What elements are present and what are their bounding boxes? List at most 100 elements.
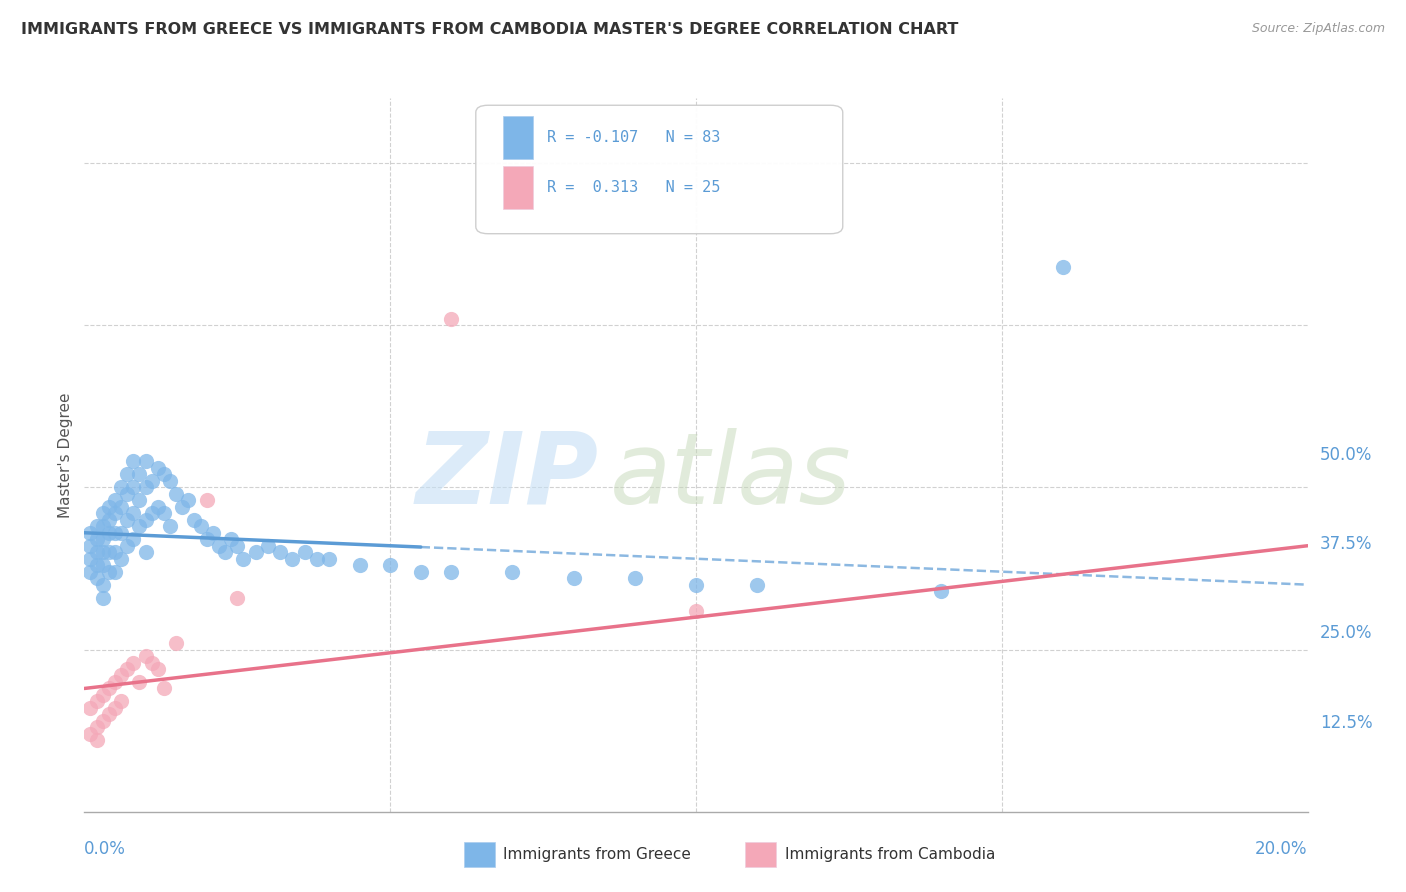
Text: Immigrants from Cambodia: Immigrants from Cambodia bbox=[785, 847, 995, 862]
Point bbox=[257, 539, 280, 553]
Point bbox=[208, 539, 231, 553]
Point bbox=[195, 493, 218, 508]
Point bbox=[128, 675, 150, 690]
Point bbox=[110, 694, 132, 708]
Point bbox=[190, 519, 212, 533]
Point bbox=[97, 513, 120, 527]
Point bbox=[159, 474, 181, 488]
Point bbox=[685, 577, 707, 591]
Point bbox=[79, 539, 101, 553]
Point bbox=[86, 733, 108, 747]
Point bbox=[86, 571, 108, 585]
Point bbox=[159, 519, 181, 533]
Point bbox=[146, 461, 169, 475]
Text: R =  0.313   N = 25: R = 0.313 N = 25 bbox=[547, 180, 720, 194]
Point bbox=[747, 577, 769, 591]
Point bbox=[135, 454, 157, 468]
Point bbox=[122, 480, 145, 494]
Point bbox=[115, 513, 138, 527]
Point bbox=[440, 311, 463, 326]
Point bbox=[104, 675, 127, 690]
Point bbox=[110, 668, 132, 682]
Point bbox=[104, 525, 127, 540]
Text: 25.0%: 25.0% bbox=[1320, 624, 1372, 642]
Text: Source: ZipAtlas.com: Source: ZipAtlas.com bbox=[1251, 22, 1385, 36]
Point bbox=[135, 513, 157, 527]
Point bbox=[562, 571, 585, 585]
Point bbox=[318, 551, 340, 566]
Point bbox=[115, 467, 138, 482]
Point bbox=[91, 519, 114, 533]
Text: 37.5%: 37.5% bbox=[1320, 535, 1372, 553]
Point bbox=[226, 539, 249, 553]
Point bbox=[104, 506, 127, 520]
Point bbox=[177, 493, 200, 508]
Text: IMMIGRANTS FROM GREECE VS IMMIGRANTS FROM CAMBODIA MASTER'S DEGREE CORRELATION C: IMMIGRANTS FROM GREECE VS IMMIGRANTS FRO… bbox=[21, 22, 959, 37]
Point bbox=[104, 493, 127, 508]
FancyBboxPatch shape bbox=[475, 105, 842, 234]
Point bbox=[110, 480, 132, 494]
Point bbox=[128, 519, 150, 533]
Point bbox=[122, 454, 145, 468]
Point bbox=[269, 545, 291, 559]
Point bbox=[349, 558, 371, 573]
Point bbox=[91, 558, 114, 573]
Point bbox=[305, 551, 328, 566]
Text: 20.0%: 20.0% bbox=[1256, 840, 1308, 858]
Point bbox=[135, 648, 157, 663]
Point bbox=[110, 500, 132, 514]
Point bbox=[232, 551, 254, 566]
Point bbox=[91, 506, 114, 520]
Text: Immigrants from Greece: Immigrants from Greece bbox=[503, 847, 692, 862]
Point bbox=[86, 694, 108, 708]
Point bbox=[245, 545, 267, 559]
Point bbox=[135, 480, 157, 494]
Point bbox=[219, 533, 242, 547]
Point bbox=[929, 584, 952, 599]
Point bbox=[214, 545, 236, 559]
Point bbox=[128, 467, 150, 482]
Point bbox=[97, 565, 120, 579]
Point bbox=[110, 551, 132, 566]
Point bbox=[97, 500, 120, 514]
Text: atlas: atlas bbox=[610, 428, 852, 524]
Text: 12.5%: 12.5% bbox=[1320, 714, 1372, 731]
Point bbox=[79, 701, 101, 715]
Point bbox=[104, 545, 127, 559]
Point bbox=[115, 487, 138, 501]
Point bbox=[104, 565, 127, 579]
Point bbox=[153, 506, 176, 520]
Point bbox=[141, 474, 163, 488]
Point bbox=[122, 656, 145, 670]
Point bbox=[183, 513, 205, 527]
Point bbox=[86, 533, 108, 547]
Point bbox=[79, 727, 101, 741]
Point bbox=[86, 519, 108, 533]
Point bbox=[1052, 260, 1074, 274]
Text: 50.0%: 50.0% bbox=[1320, 446, 1372, 464]
Point bbox=[97, 525, 120, 540]
Point bbox=[79, 525, 101, 540]
Text: 0.0%: 0.0% bbox=[84, 840, 127, 858]
Point bbox=[409, 565, 432, 579]
Text: ZIP: ZIP bbox=[415, 428, 598, 524]
Point bbox=[502, 565, 524, 579]
Point bbox=[91, 714, 114, 728]
Point bbox=[91, 591, 114, 605]
Text: R = -0.107   N = 83: R = -0.107 N = 83 bbox=[547, 130, 720, 145]
Point bbox=[91, 688, 114, 702]
Point bbox=[79, 551, 101, 566]
Point bbox=[141, 506, 163, 520]
Point bbox=[153, 467, 176, 482]
Point bbox=[146, 662, 169, 676]
Point bbox=[115, 539, 138, 553]
Point bbox=[624, 571, 647, 585]
Point bbox=[97, 545, 120, 559]
Point bbox=[281, 551, 304, 566]
Point bbox=[153, 681, 176, 696]
Point bbox=[165, 487, 187, 501]
Bar bbox=[503, 166, 533, 209]
Point bbox=[122, 533, 145, 547]
Point bbox=[141, 656, 163, 670]
Point bbox=[115, 662, 138, 676]
